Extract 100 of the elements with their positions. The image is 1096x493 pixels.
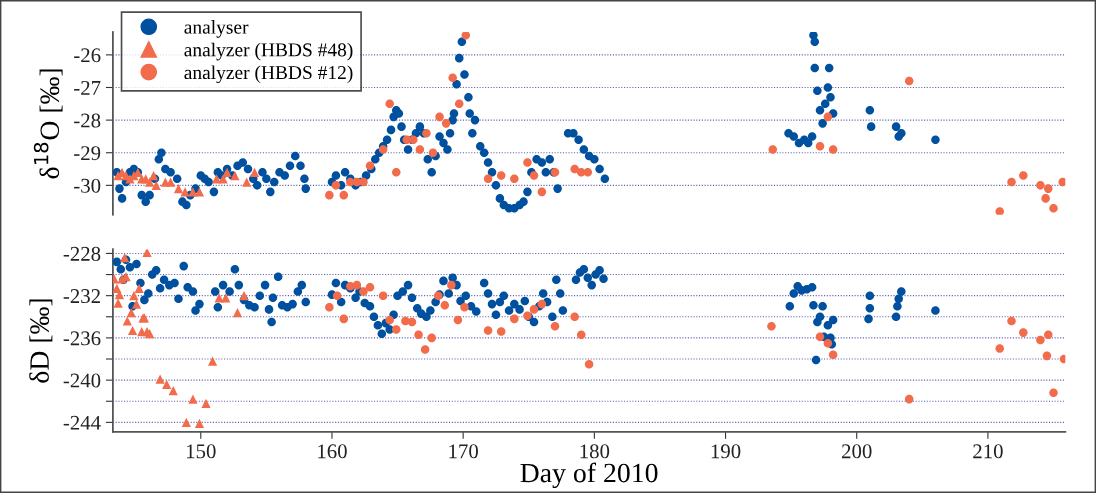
point xyxy=(420,345,430,354)
point xyxy=(414,330,423,340)
point xyxy=(214,293,224,303)
point xyxy=(385,315,394,325)
point xyxy=(435,112,444,122)
point xyxy=(767,322,776,331)
point xyxy=(173,184,184,194)
point xyxy=(194,418,205,429)
point xyxy=(145,177,155,187)
point xyxy=(378,145,388,154)
point xyxy=(828,145,838,154)
point xyxy=(339,314,349,324)
point xyxy=(194,187,205,197)
point xyxy=(1041,194,1050,203)
point xyxy=(114,290,125,300)
x-tick-label: 210 xyxy=(973,444,1003,459)
point xyxy=(427,333,436,343)
point xyxy=(188,394,198,404)
point xyxy=(1058,177,1066,187)
x-tick-label: 170 xyxy=(449,444,478,459)
x-tick-label: 190 xyxy=(711,444,741,459)
point xyxy=(815,141,825,151)
point xyxy=(576,330,586,340)
point xyxy=(583,168,593,177)
point xyxy=(496,171,506,180)
point xyxy=(365,282,375,292)
y-tick-label: -244 xyxy=(63,415,101,430)
point xyxy=(242,177,252,187)
point xyxy=(129,291,139,301)
point xyxy=(537,187,547,197)
point xyxy=(122,316,132,326)
point xyxy=(1049,203,1058,213)
point xyxy=(113,298,123,308)
point xyxy=(181,417,191,427)
point xyxy=(232,307,243,318)
y-tick-label: -228 xyxy=(63,246,101,261)
point xyxy=(166,177,176,187)
point xyxy=(352,280,362,290)
point xyxy=(385,99,394,109)
point xyxy=(995,344,1004,353)
point xyxy=(496,327,506,336)
point xyxy=(461,32,471,40)
point xyxy=(441,119,451,128)
y-axis-title: δD [‰] xyxy=(29,299,53,383)
point xyxy=(1019,171,1028,180)
point xyxy=(325,190,334,200)
x-tick-label: 160 xyxy=(318,444,347,459)
x-tick-label: 180 xyxy=(580,444,610,459)
x-tick-label: 150 xyxy=(186,444,216,459)
legend-label: analyzer (HBDS #48) xyxy=(184,42,353,61)
legend-label: analyzer (HBDS #12) xyxy=(184,65,353,84)
y-tick-label: -236 xyxy=(63,331,101,346)
point xyxy=(823,112,833,122)
point xyxy=(510,314,519,324)
point xyxy=(440,300,450,310)
point xyxy=(407,317,417,327)
point xyxy=(453,315,463,325)
y-tick-label: -28 xyxy=(74,113,101,128)
point xyxy=(483,174,493,184)
y-tick-label: -26 xyxy=(74,48,101,63)
point xyxy=(207,356,218,366)
point xyxy=(483,326,493,335)
point xyxy=(815,332,825,342)
point xyxy=(155,374,165,384)
point xyxy=(162,379,172,389)
point xyxy=(180,187,190,197)
point xyxy=(1007,177,1016,187)
legend-label: analyser xyxy=(184,20,249,38)
point xyxy=(134,283,144,293)
point xyxy=(828,350,838,360)
point xyxy=(325,303,334,312)
point xyxy=(448,73,457,82)
point xyxy=(211,174,222,184)
y-tick-label: -27 xyxy=(74,80,101,95)
point xyxy=(460,303,469,312)
point xyxy=(570,164,579,174)
point xyxy=(823,338,833,348)
point xyxy=(1036,335,1045,345)
point xyxy=(131,299,142,309)
point xyxy=(331,181,341,190)
point xyxy=(415,145,425,154)
point xyxy=(391,168,401,177)
x-axis-title: Day of 2010 xyxy=(520,462,658,489)
point xyxy=(454,99,464,109)
point xyxy=(1007,316,1016,326)
point xyxy=(904,394,914,404)
point xyxy=(570,312,579,322)
y-tick-label: -30 xyxy=(74,178,101,193)
point xyxy=(332,291,342,300)
point xyxy=(201,398,211,408)
point xyxy=(1036,181,1045,190)
point xyxy=(339,190,349,200)
x-tick-label: 200 xyxy=(842,444,872,459)
point xyxy=(249,167,260,177)
point xyxy=(510,174,519,184)
point xyxy=(523,158,532,167)
point xyxy=(904,76,914,86)
y-tick-label: -232 xyxy=(63,289,100,304)
point xyxy=(378,291,388,300)
point xyxy=(1043,184,1053,193)
